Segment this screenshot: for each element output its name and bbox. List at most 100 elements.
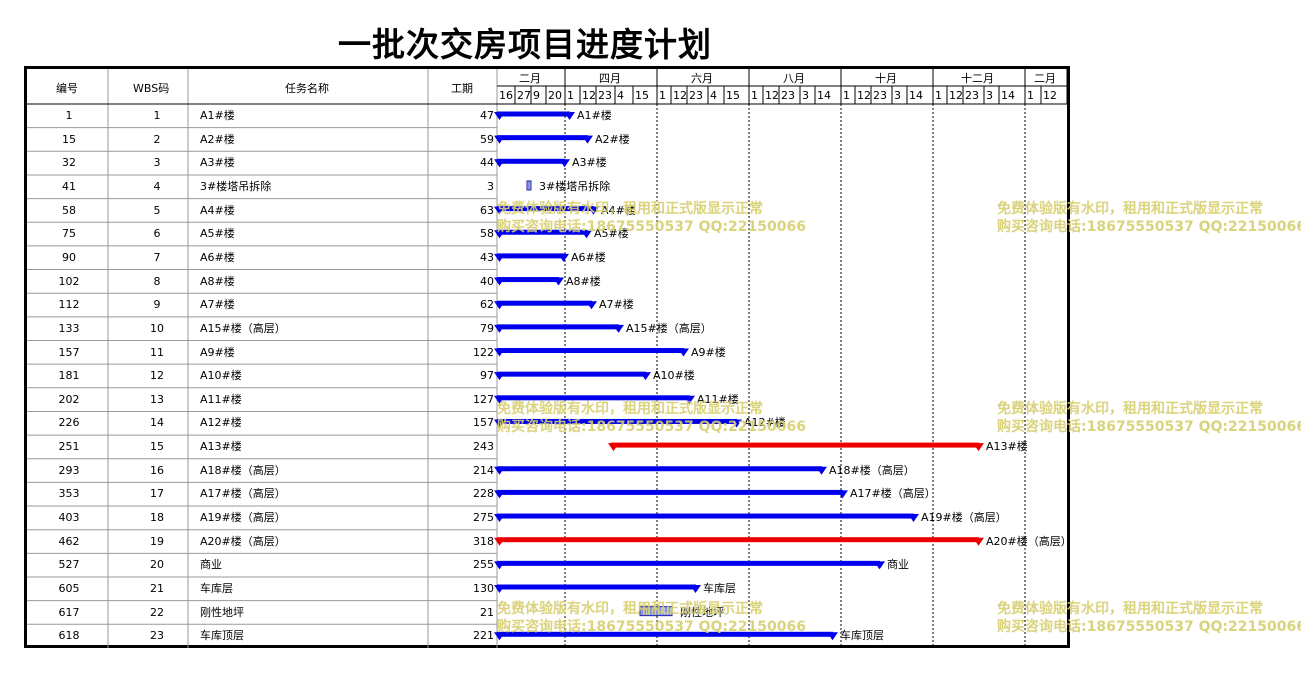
page-title: 一批次交房项目进度计划 xyxy=(338,25,712,64)
timeline-tick-label: 1 xyxy=(843,89,850,102)
bar-start-marker xyxy=(494,514,505,523)
task-id: 90 xyxy=(62,250,76,264)
timeline-tick-label: 15 xyxy=(635,89,649,102)
gantt-bar xyxy=(497,513,914,519)
timeline-tick-label: 23 xyxy=(965,89,979,102)
task-name: 车库层 xyxy=(200,582,233,595)
task-name: A3#楼 xyxy=(200,156,235,170)
task-id: 1 xyxy=(65,109,73,122)
timeline-tick-label: 20 xyxy=(548,89,562,102)
task-id: 102 xyxy=(58,274,80,288)
header-wbs: WBS码 xyxy=(133,82,170,95)
timeline-tick-label: 14 xyxy=(909,89,923,102)
timeline-tick-label: 23 xyxy=(781,89,795,102)
gantt-bar-label: A3#楼 xyxy=(572,156,607,170)
bar-start-marker xyxy=(494,159,505,168)
task-name: A2#楼 xyxy=(200,132,235,146)
bar-start-marker xyxy=(494,206,505,215)
gantt-bar-label: A9#楼 xyxy=(691,345,726,359)
task-id: 202 xyxy=(58,392,80,406)
task-wbs: 18 xyxy=(150,511,164,525)
task-wbs: 21 xyxy=(150,582,164,595)
task-name: A8#楼 xyxy=(200,274,235,288)
bar-start-marker xyxy=(494,348,505,357)
bar-start-marker xyxy=(494,301,505,310)
task-name: A4#楼 xyxy=(200,203,235,217)
task-duration: 40 xyxy=(480,274,494,288)
timeline-tick-label: 12 xyxy=(857,89,871,102)
task-wbs: 20 xyxy=(150,558,164,572)
task-wbs: 8 xyxy=(153,274,161,288)
timeline-tick-label: 27 xyxy=(517,89,531,102)
task-wbs: 9 xyxy=(153,298,161,312)
task-name: A13#楼 xyxy=(200,440,242,454)
task-duration: 21 xyxy=(480,605,494,619)
bar-end-marker xyxy=(731,419,742,428)
gantt-bar-label: A12#楼 xyxy=(744,416,786,430)
timeline-tick-label: 12 xyxy=(673,89,687,102)
task-id: 226 xyxy=(58,416,80,430)
gantt-bar xyxy=(497,206,594,212)
bar-start-marker xyxy=(494,135,505,144)
task-duration: 63 xyxy=(480,203,494,217)
bar-end-marker xyxy=(553,277,564,286)
timeline-tick-label: 23 xyxy=(598,89,612,102)
timeline-tick-label: 3 xyxy=(986,89,993,102)
gantt-bar-label: A10#楼 xyxy=(653,369,695,383)
bar-end-marker xyxy=(582,135,593,144)
task-name: 3#楼塔吊拆除 xyxy=(200,179,272,193)
task-duration: 44 xyxy=(480,156,494,170)
gantt-bar xyxy=(497,277,559,283)
gantt-bar-label: 刚性地坪 xyxy=(680,605,724,619)
task-duration: 43 xyxy=(480,250,494,264)
bar-end-marker xyxy=(973,537,984,546)
bar-start-marker xyxy=(494,277,505,286)
task-id: 462 xyxy=(58,534,80,548)
gantt-bar xyxy=(497,229,587,235)
task-duration: 79 xyxy=(480,321,494,335)
task-id: 181 xyxy=(58,369,80,383)
gantt-bar-label: A5#楼 xyxy=(594,227,629,241)
task-id: 353 xyxy=(58,487,80,501)
timeline-tick-label: 16 xyxy=(499,89,513,102)
task-id: 293 xyxy=(58,463,80,477)
bar-start-marker xyxy=(494,253,505,262)
task-wbs: 22 xyxy=(150,605,164,619)
gantt-bar xyxy=(497,395,690,401)
gantt-bar-label: A15#楼（高层） xyxy=(626,321,712,335)
gantt-bar-label: 商业 xyxy=(887,558,909,572)
task-wbs: 2 xyxy=(153,132,161,146)
gantt-bar xyxy=(497,631,833,637)
task-name: 车库顶层 xyxy=(200,629,244,643)
task-name: A17#楼（高层） xyxy=(200,487,286,501)
task-id: 15 xyxy=(62,132,76,146)
task-wbs: 23 xyxy=(150,629,164,643)
task-wbs: 11 xyxy=(150,345,164,359)
gantt-bar xyxy=(497,253,564,259)
timeline-tick-label: 12 xyxy=(1043,89,1057,102)
task-name: A5#楼 xyxy=(200,227,235,241)
gantt-bar-label: A20#楼（高层） xyxy=(986,534,1072,548)
task-wbs: 16 xyxy=(150,463,164,477)
task-duration: 318 xyxy=(473,534,494,548)
task-wbs: 19 xyxy=(150,534,164,548)
task-id: 403 xyxy=(58,511,80,525)
task-wbs: 1 xyxy=(153,109,161,122)
task-name: A15#楼（高层） xyxy=(200,321,286,335)
task-id: 618 xyxy=(58,629,80,643)
bar-end-marker xyxy=(684,395,695,404)
timeline-tick-label: 1 xyxy=(659,89,666,102)
timeline-tick-label: 9 xyxy=(533,89,540,102)
bar-start-marker xyxy=(494,230,505,239)
gantt-bar xyxy=(497,560,880,566)
bar-start-marker xyxy=(494,324,505,333)
gantt-bar-label: A6#楼 xyxy=(571,250,606,264)
bar-end-marker xyxy=(558,253,569,262)
bar-start-marker xyxy=(494,419,505,428)
task-name: A19#楼（高层） xyxy=(200,511,286,525)
task-duration: 122 xyxy=(473,345,494,359)
bar-end-marker xyxy=(837,490,848,499)
gantt-bar-label: A1#楼 xyxy=(577,109,612,122)
task-id: 41 xyxy=(62,179,76,193)
timeline-month: 二月 xyxy=(519,72,541,85)
